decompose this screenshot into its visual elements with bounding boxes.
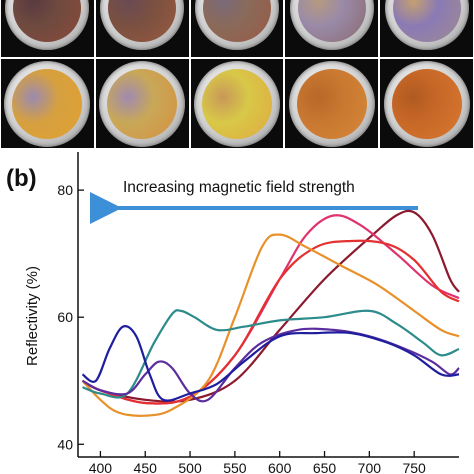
panel-b-label: (b) [6, 165, 37, 192]
annotation-text: Increasing magnetic field strength [123, 179, 355, 196]
series-line [81, 325, 460, 402]
sample-disc [296, 69, 367, 139]
petri-dish-ring [99, 61, 186, 147]
reflectivity-chart: 40 60 80 400 450 500 550 600 650 700 750 Reflectiv… [24, 152, 460, 474]
petri-dish-ring [289, 0, 374, 50]
x-tick-label: 550 [223, 460, 247, 474]
y-axis-label: Reflectivity (%) [24, 266, 41, 366]
sample-disc [391, 69, 462, 139]
sample-disc [107, 69, 178, 139]
petri-dish-ring [288, 61, 375, 147]
x-tick-label: 750 [402, 460, 426, 474]
sample-disc [202, 0, 271, 42]
series-line [81, 209, 460, 403]
x-tick-label: 450 [134, 460, 158, 474]
petri-dish-ring [4, 61, 91, 147]
petri-dish-ring [5, 0, 90, 50]
sample-disc [12, 69, 83, 139]
sample-photo [380, 59, 473, 148]
x-tick-label: 650 [313, 460, 337, 474]
series-line [82, 309, 460, 399]
y-tick-label: 40 [57, 436, 73, 452]
sample-photo [285, 0, 379, 57]
x-tick-label: 600 [268, 460, 292, 474]
petri-dish-ring [100, 0, 185, 50]
series-line [81, 233, 460, 417]
sample-disc [297, 0, 366, 42]
sample-disc [201, 69, 272, 139]
sample-photo [380, 0, 473, 57]
sample-photo [190, 0, 284, 57]
sample-photo [1, 0, 94, 57]
x-tick-label: 700 [358, 460, 382, 474]
sample-photo [285, 59, 379, 148]
y-tick-label: 60 [57, 309, 73, 325]
y-tick-label: 80 [57, 182, 73, 198]
series-line [81, 239, 460, 405]
sample-photo [95, 59, 189, 148]
petri-dish-ring [383, 61, 470, 147]
sample-disc [13, 0, 82, 42]
x-tick-label: 400 [89, 460, 113, 474]
x-tick-label: 500 [178, 460, 202, 474]
sample-photo [1, 59, 94, 148]
photo-panel [0, 0, 474, 148]
petri-dish-ring [194, 0, 279, 50]
petri-dish-ring [384, 0, 469, 50]
sample-disc [392, 0, 461, 42]
sample-disc [108, 0, 177, 42]
sample-photo [95, 0, 189, 57]
sample-photo [190, 59, 284, 148]
petri-dish-ring [193, 61, 280, 147]
